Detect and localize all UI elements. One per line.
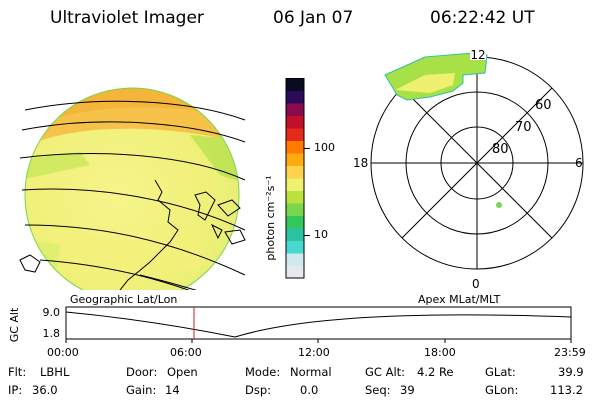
- polar-mlt-plot: 12 18 6 0 60 70 80: [353, 47, 584, 290]
- x-tick-1800: 18:00: [424, 346, 456, 359]
- gain-label: Gain:: [126, 383, 157, 397]
- lat-label-80: 80: [492, 142, 509, 157]
- filter-value: LBHL: [40, 365, 70, 379]
- colorbar-segment: [286, 103, 304, 116]
- colorbar-segment: [286, 128, 304, 141]
- mode-value: Normal: [290, 365, 332, 379]
- door-label: Door:: [126, 365, 158, 379]
- colorbar-segment: [286, 265, 304, 279]
- seq-value: 39: [400, 383, 415, 397]
- dsp-label: Dsp:: [245, 383, 272, 397]
- observation-date: 06 Jan 07: [273, 8, 354, 28]
- colorbar-segment: [286, 190, 304, 204]
- x-tick-0000: 00:00: [47, 346, 79, 359]
- seq-label: Seq:: [365, 383, 391, 397]
- glon-value: 113.2: [550, 383, 583, 397]
- colorbar: photon cm⁻²s⁻¹: [264, 78, 305, 279]
- colorbar-segment: [286, 115, 304, 129]
- colorbar-segment: [286, 215, 304, 229]
- apex-panel-title: Apex MLat/MLT: [418, 293, 501, 306]
- colorbar-segment: [286, 90, 304, 104]
- mlt-label-18: 18: [353, 156, 368, 170]
- lat-label-70: 70: [515, 120, 532, 135]
- colorbar-segment: [286, 78, 304, 91]
- geographic-panel-title: Geographic Lat/Lon: [70, 293, 178, 306]
- colorbar-segment: [286, 203, 304, 216]
- observation-time: 06:22:42 UT: [430, 8, 535, 28]
- mlt-label-0: 0: [472, 277, 480, 290]
- ip-label: IP:: [8, 383, 23, 397]
- ip-value: 36.0: [32, 383, 58, 397]
- x-tick-1200: 12:00: [298, 346, 330, 359]
- colorbar-tick-10: 10: [314, 228, 328, 241]
- colorbar-segment: [286, 153, 304, 166]
- glat-label: GLat:: [485, 365, 516, 379]
- instrument-title: Ultraviolet Imager: [50, 8, 204, 28]
- lat-label-60: 60: [535, 98, 552, 113]
- glat-value: 39.9: [558, 365, 584, 379]
- colorbar-unit-label: photon cm⁻²s⁻¹: [264, 175, 277, 260]
- colorbar-segment: [286, 228, 304, 241]
- disk-emission: [25, 88, 239, 290]
- altitude-timeline: GC Alt 9.0 1.8: [8, 306, 572, 343]
- graticule-lines: [19, 100, 246, 290]
- door-value: Open: [167, 365, 198, 379]
- colorbar-segment: [286, 140, 304, 154]
- colorbar-tickmark: [304, 235, 310, 236]
- x-tick-0600: 06:00: [170, 346, 202, 359]
- colorbar-tick-100: 100: [314, 141, 335, 154]
- gc-alt-axis-label: GC Alt: [8, 307, 21, 342]
- colorbar-tickmark: [304, 148, 310, 149]
- auroral-dot: [496, 202, 502, 208]
- gc-alt-label: GC Alt:: [365, 365, 406, 379]
- altitude-curve: [65, 311, 572, 338]
- mlt-label-6: 6: [575, 156, 583, 170]
- glon-label: GLon:: [485, 383, 519, 397]
- auroral-oval-core: [395, 73, 455, 93]
- y-tick-1-8: 1.8: [43, 327, 61, 340]
- dsp-value: 0.0: [300, 383, 319, 397]
- gain-value: 14: [165, 383, 180, 397]
- colorbar-segment: [286, 178, 304, 191]
- colorbar-segment: [286, 253, 304, 266]
- colorbar-segment: [286, 165, 304, 179]
- gc-alt-value: 4.2 Re: [417, 365, 454, 379]
- filter-label: Flt:: [8, 365, 27, 379]
- polar-diagonal: [401, 87, 553, 239]
- mode-label: Mode:: [245, 365, 281, 379]
- earth-disk-image: [19, 87, 246, 290]
- mlt-label-12: 12: [470, 48, 485, 62]
- x-tick-2359: 23:59: [554, 346, 586, 359]
- colorbar-gradient: [286, 78, 304, 279]
- colorbar-segment: [286, 240, 304, 254]
- timeline-ticks: [65, 339, 572, 343]
- coastline: [19, 179, 246, 290]
- y-tick-9: 9.0: [43, 306, 61, 319]
